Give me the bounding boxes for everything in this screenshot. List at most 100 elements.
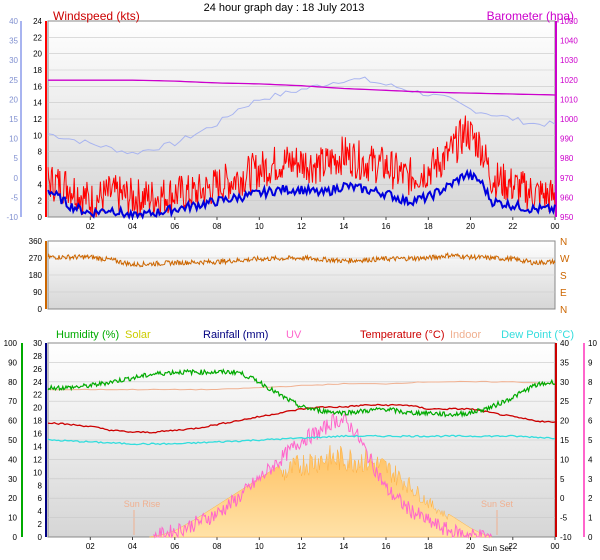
rain-tick: 18 xyxy=(33,417,42,426)
wind-outer-tick: -10 xyxy=(6,213,18,222)
rain-tick: 14 xyxy=(33,443,42,452)
uv-tick: 10 xyxy=(588,339,597,348)
barometer-tick: 1020 xyxy=(560,76,578,85)
barometer-tick: 960 xyxy=(560,193,574,202)
uv-tick: 5 xyxy=(588,436,593,445)
sun-set-axis-label: Sun Set xyxy=(483,544,512,553)
wind-inner-tick: 6 xyxy=(38,164,43,173)
wind-outer-tick: -5 xyxy=(11,193,19,202)
temperature-tick: -5 xyxy=(560,514,568,523)
uv-tick: 9 xyxy=(588,358,593,367)
temperature-tick: 20 xyxy=(560,417,569,426)
compass-label: E xyxy=(560,288,567,299)
indoor-line xyxy=(47,380,556,391)
windspeed-label: Windspeed (kts) xyxy=(53,9,140,23)
rain-tick: 2 xyxy=(38,520,43,529)
humidity-unit-label: (%) xyxy=(102,329,119,341)
wind-outer-tick: 15 xyxy=(9,115,18,124)
uv-tick: 6 xyxy=(588,417,593,426)
barometer-line xyxy=(48,79,556,96)
barometer-tick: 950 xyxy=(560,213,574,222)
humidity-line xyxy=(47,368,556,418)
temperature-tick: 0 xyxy=(560,494,565,503)
humidity-tick: 20 xyxy=(8,494,17,503)
rainfall-label: Rainfall (mm) xyxy=(203,329,268,341)
humidity-hour-label: 04 xyxy=(128,542,137,551)
barometer-tick: 990 xyxy=(560,135,574,144)
temperature-line xyxy=(47,403,556,434)
rain-tick: 10 xyxy=(33,468,42,477)
wind-inner-tick: 18 xyxy=(33,66,42,75)
rain-tick: 4 xyxy=(38,507,43,516)
barometer-label: Barometer (hpa) xyxy=(487,9,574,23)
solar-label: Solar xyxy=(125,329,151,341)
wind-inner-tick: 12 xyxy=(33,115,42,124)
wind-inner-tick: 24 xyxy=(33,17,42,26)
dew-point-line xyxy=(47,434,556,446)
wind-hour-label: 12 xyxy=(297,222,306,231)
humidity-tick: 70 xyxy=(8,397,17,406)
direction-tick: 270 xyxy=(29,254,43,263)
windspeed-average-line xyxy=(47,168,556,221)
wind-outer-tick: 10 xyxy=(9,135,18,144)
barometer-tick: 970 xyxy=(560,174,574,183)
rain-tick: 22 xyxy=(33,391,42,400)
humidity-tick: 10 xyxy=(8,514,17,523)
sun-rise-label: Sun Rise xyxy=(124,499,161,509)
wind-outer-tick: 0 xyxy=(14,174,19,183)
humidity-hour-label: 22 xyxy=(508,542,517,551)
humidity-tick: 50 xyxy=(8,436,17,445)
humidity-hour-label: 00 xyxy=(551,542,560,551)
humidity-hour-label: 16 xyxy=(382,542,391,551)
uv-tick: 0 xyxy=(588,533,593,542)
humidity-tick: 90 xyxy=(8,358,17,367)
temperature-tick: -10 xyxy=(560,533,572,542)
barometer-tick: 980 xyxy=(560,154,574,163)
wind-inner-tick: 8 xyxy=(38,148,43,157)
humidity-tick: 40 xyxy=(8,455,17,464)
temperature-tick: 5 xyxy=(560,475,565,484)
wind-inner-tick: 4 xyxy=(38,180,43,189)
humidity-label: Humidity xyxy=(56,329,99,341)
direction-tick: 0 xyxy=(38,305,43,314)
wind-outer-tick: 30 xyxy=(9,56,18,65)
compass-label: W xyxy=(560,254,570,265)
rain-tick: 0 xyxy=(38,533,43,542)
temperature-tick: 10 xyxy=(560,455,569,464)
direction-tick: 90 xyxy=(33,288,42,297)
barometer-tick: 1000 xyxy=(560,115,578,124)
barometer-tick: 1050 xyxy=(560,17,578,26)
direction-tick: 360 xyxy=(29,237,43,246)
humidity-hour-label: 14 xyxy=(339,542,348,551)
humidity-tick: 60 xyxy=(8,417,17,426)
wind-hour-label: 06 xyxy=(170,222,179,231)
wind-hour-label: 08 xyxy=(213,222,222,231)
barometer-tick: 1040 xyxy=(560,37,578,46)
wind-hour-label: 00 xyxy=(551,222,560,231)
rain-tick: 24 xyxy=(33,378,42,387)
uv-tick: 3 xyxy=(588,475,593,484)
humidity-hour-label: 18 xyxy=(424,542,433,551)
rain-tick: 12 xyxy=(33,455,42,464)
uv-tick: 7 xyxy=(588,397,593,406)
barometer-tick: 1010 xyxy=(560,95,578,104)
wind-inner-tick: 10 xyxy=(33,131,42,140)
uv-label: UV xyxy=(286,329,302,341)
wind-inner-tick: 22 xyxy=(33,33,42,42)
humidity-hour-label: 08 xyxy=(213,542,222,551)
solar-area xyxy=(149,445,492,538)
temperature-label: Temperature (°C) xyxy=(360,329,444,341)
wind-inner-tick: 20 xyxy=(33,50,42,59)
uv-tick: 8 xyxy=(588,378,593,387)
dew-point-label: Dew Point (°C) xyxy=(501,329,574,341)
temperature-tick: 15 xyxy=(560,436,569,445)
humidity-tick: 80 xyxy=(8,378,17,387)
humidity-hour-label: 02 xyxy=(86,542,95,551)
wind-hour-label: 22 xyxy=(508,222,517,231)
rain-tick: 28 xyxy=(33,352,42,361)
compass-label: S xyxy=(560,271,567,282)
wind-outer-tick: 20 xyxy=(9,95,18,104)
humidity-hour-label: 10 xyxy=(255,542,264,551)
wind-inner-tick: 16 xyxy=(33,82,42,91)
